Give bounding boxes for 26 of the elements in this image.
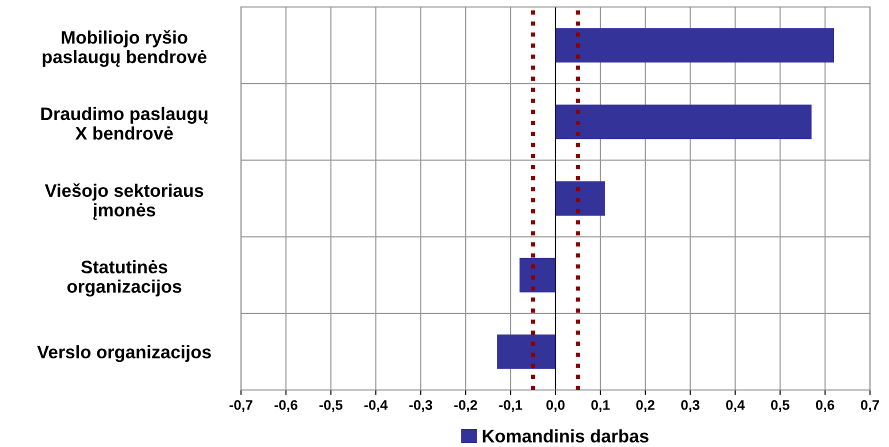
y-tick-label: Viešojo sektoriaus įmonės — [44, 183, 204, 220]
x-tick-label: -0,2 — [454, 400, 478, 412]
x-tick-label: -0,6 — [274, 400, 298, 412]
x-tick-label: -0,4 — [364, 400, 388, 412]
x-tick-label: -0,1 — [499, 400, 522, 412]
y-tick-label: Verslo organizacijos — [37, 345, 211, 362]
bar — [520, 258, 556, 292]
x-tick-label: 0,0 — [546, 400, 565, 412]
bar — [556, 28, 834, 63]
x-tick-label: -0,3 — [409, 400, 432, 412]
x-tick-label: 0,2 — [636, 400, 654, 412]
legend-label: Komandinis darbas — [482, 429, 648, 442]
y-tick-label: Draudimo paslaugų X bendrovė — [41, 106, 208, 140]
x-tick-label: -0,5 — [319, 400, 342, 412]
y-tick-label: Statutinės organizacijos — [67, 260, 182, 296]
x-tick-label: 0,7 — [860, 400, 880, 412]
x-tick-label: 0,6 — [816, 400, 834, 412]
x-tick-label: -0,7 — [230, 400, 252, 412]
bar — [497, 334, 556, 369]
bar — [556, 181, 605, 216]
bar — [556, 104, 812, 140]
x-tick-label: 0,1 — [591, 400, 610, 412]
x-tick-label: 0,3 — [681, 400, 700, 412]
x-tick-label: 0,5 — [771, 400, 790, 412]
x-tick-label: 0,4 — [726, 400, 745, 412]
y-tick-label: Mobiliojo ryšio paslaugų bendrovė — [42, 30, 206, 67]
